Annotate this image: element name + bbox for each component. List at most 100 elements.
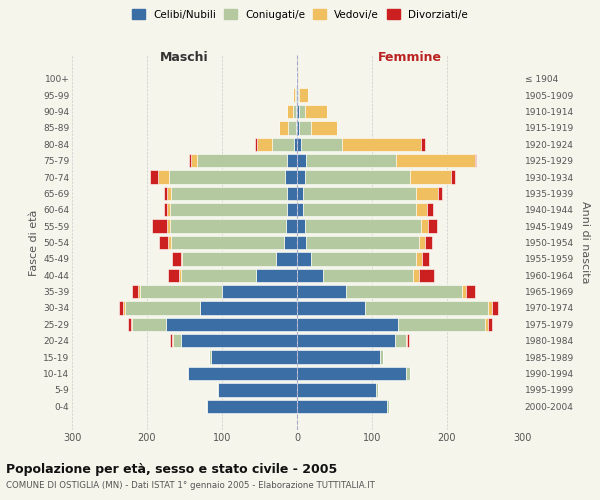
- Bar: [297, 72, 298, 86]
- Bar: [123, 302, 125, 314]
- Bar: [297, 302, 365, 314]
- Legend: Celibi/Nubili, Coniugati/e, Vedovi/e, Divorziati/e: Celibi/Nubili, Coniugati/e, Vedovi/e, Di…: [128, 5, 472, 24]
- Bar: [163, 186, 167, 200]
- Bar: [297, 88, 298, 102]
- Bar: [128, 318, 131, 331]
- Bar: [342, 138, 421, 151]
- Bar: [297, 154, 306, 168]
- Bar: [287, 203, 297, 216]
- Bar: [170, 334, 172, 347]
- Bar: [415, 252, 421, 266]
- Bar: [293, 105, 296, 118]
- Bar: [298, 88, 299, 102]
- Bar: [406, 334, 407, 347]
- Bar: [297, 138, 301, 151]
- Bar: [425, 236, 432, 249]
- Bar: [303, 203, 415, 216]
- Y-axis label: Fasce di età: Fasce di età: [29, 210, 39, 276]
- Bar: [296, 121, 297, 134]
- Bar: [306, 236, 419, 249]
- Bar: [209, 350, 211, 364]
- Y-axis label: Anni di nascita: Anni di nascita: [580, 201, 590, 284]
- Bar: [299, 105, 305, 118]
- Bar: [188, 367, 297, 380]
- Bar: [297, 220, 305, 233]
- Bar: [256, 268, 297, 282]
- Bar: [150, 170, 157, 183]
- Text: Popolazione per età, sesso e stato civile - 2005: Popolazione per età, sesso e stato civil…: [6, 462, 337, 475]
- Bar: [305, 170, 409, 183]
- Bar: [285, 170, 297, 183]
- Bar: [288, 121, 296, 134]
- Bar: [297, 170, 305, 183]
- Bar: [295, 88, 296, 102]
- Bar: [167, 203, 170, 216]
- Bar: [451, 170, 455, 183]
- Bar: [299, 121, 311, 134]
- Bar: [419, 268, 434, 282]
- Bar: [217, 383, 218, 396]
- Bar: [297, 252, 311, 266]
- Bar: [492, 302, 498, 314]
- Bar: [311, 252, 415, 266]
- Bar: [297, 203, 303, 216]
- Bar: [119, 302, 123, 314]
- Bar: [287, 186, 297, 200]
- Bar: [297, 318, 398, 331]
- Bar: [287, 105, 293, 118]
- Bar: [387, 400, 389, 413]
- Bar: [296, 72, 297, 86]
- Bar: [179, 268, 181, 282]
- Bar: [462, 285, 466, 298]
- Bar: [191, 154, 197, 168]
- Text: Maschi: Maschi: [160, 51, 209, 64]
- Bar: [276, 252, 297, 266]
- Bar: [421, 220, 428, 233]
- Bar: [421, 252, 429, 266]
- Bar: [297, 236, 306, 249]
- Bar: [407, 334, 409, 347]
- Bar: [297, 400, 387, 413]
- Bar: [303, 186, 415, 200]
- Bar: [466, 285, 475, 298]
- Bar: [306, 154, 396, 168]
- Bar: [125, 302, 199, 314]
- Bar: [181, 252, 182, 266]
- Bar: [171, 236, 284, 249]
- Bar: [488, 318, 492, 331]
- Bar: [297, 334, 395, 347]
- Bar: [406, 367, 409, 380]
- Bar: [197, 154, 287, 168]
- Bar: [286, 220, 297, 233]
- Bar: [409, 170, 451, 183]
- Bar: [151, 220, 167, 233]
- Bar: [475, 154, 476, 168]
- Bar: [255, 138, 257, 151]
- Bar: [323, 268, 413, 282]
- Bar: [173, 334, 181, 347]
- Bar: [297, 367, 406, 380]
- Bar: [211, 350, 297, 364]
- Bar: [297, 268, 323, 282]
- Bar: [301, 138, 342, 151]
- Bar: [157, 170, 169, 183]
- Bar: [346, 285, 462, 298]
- Bar: [395, 334, 406, 347]
- Text: Femmine: Femmine: [377, 51, 442, 64]
- Bar: [298, 72, 299, 86]
- Bar: [415, 203, 427, 216]
- Bar: [413, 268, 419, 282]
- Bar: [172, 252, 181, 266]
- Bar: [271, 138, 294, 151]
- Bar: [169, 170, 285, 183]
- Bar: [205, 400, 207, 413]
- Bar: [139, 285, 222, 298]
- Bar: [419, 236, 425, 249]
- Bar: [299, 88, 308, 102]
- Bar: [305, 105, 327, 118]
- Bar: [296, 88, 297, 102]
- Bar: [167, 220, 170, 233]
- Bar: [297, 105, 299, 118]
- Bar: [168, 236, 171, 249]
- Bar: [380, 350, 383, 364]
